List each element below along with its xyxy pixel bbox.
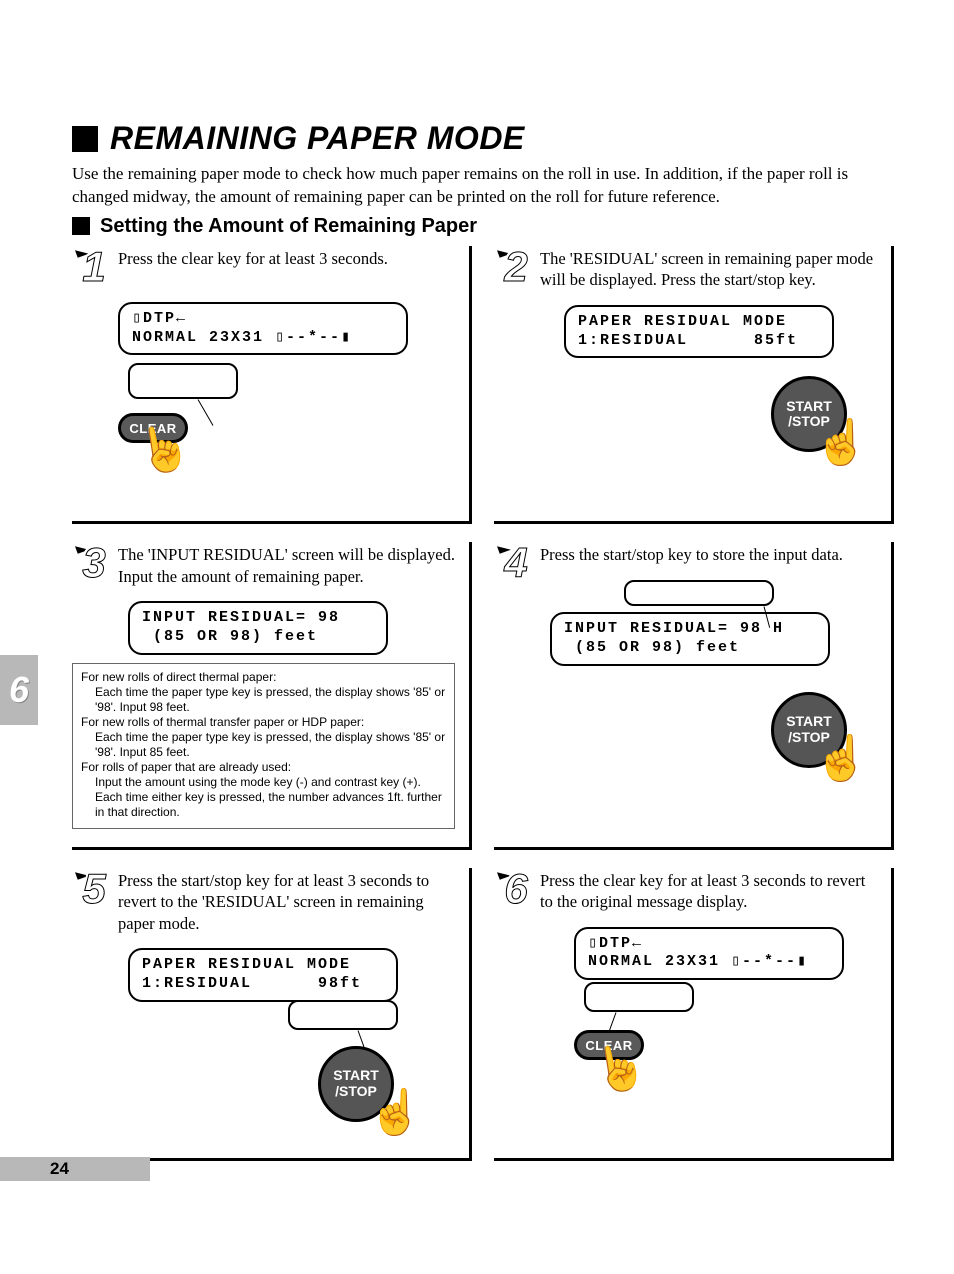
step-number: 5 (72, 868, 116, 910)
speech-bubble (288, 1000, 398, 1030)
lcd-display: INPUT RESIDUAL= 98 H (85 OR 98) feet (550, 612, 830, 666)
hand-pointer-icon: ☝ (588, 1038, 651, 1099)
title-square-icon (72, 126, 98, 152)
side-chapter-tab: 6 (0, 655, 38, 725)
title-row: REMAINING PAPER MODE (72, 120, 894, 157)
note-line: For rolls of paper that are already used… (81, 760, 446, 775)
hand-pointer-icon: ☝ (132, 419, 195, 480)
speech-bubble (624, 580, 774, 606)
step-text: Press the clear key for at least 3 secon… (540, 868, 877, 913)
hand-pointer-icon: ☝ (368, 1086, 423, 1138)
subtitle-square-icon (72, 217, 90, 235)
step-text: The 'INPUT RESIDUAL' screen will be disp… (118, 542, 455, 587)
step-card-5: 5 Press the start/stop key for at least … (72, 868, 472, 1161)
note-line: For new rolls of direct thermal paper: (81, 670, 446, 685)
note-box: For new rolls of direct thermal paper: E… (72, 663, 455, 829)
lcd-display: PAPER RESIDUAL MODE 1:RESIDUAL 85ft (564, 305, 834, 359)
lcd-display: INPUT RESIDUAL= 98 (85 OR 98) feet (128, 601, 388, 655)
step-card-1: 1 Press the clear key for at least 3 sec… (72, 246, 472, 525)
note-line: Each time the paper type key is pressed,… (81, 730, 446, 760)
speech-bubble (128, 363, 238, 399)
page-number-bar (0, 1157, 150, 1181)
page-number: 24 (50, 1159, 69, 1179)
speech-bubble (584, 982, 694, 1012)
step-text: Press the clear key for at least 3 secon… (118, 246, 388, 269)
step-number: 6 (494, 868, 538, 910)
step-text: Press the start/stop key for at least 3 … (118, 868, 455, 934)
step-number: 1 (72, 246, 116, 288)
page-title: REMAINING PAPER MODE (110, 120, 525, 157)
step-card-6: 6 Press the clear key for at least 3 sec… (494, 868, 894, 1161)
hand-pointer-icon: ☝ (814, 416, 869, 468)
step-text: Press the start/stop key to store the in… (540, 542, 843, 565)
step-card-4: 4 Press the start/stop key to store the … (494, 542, 894, 849)
step-number: 3 (72, 542, 116, 584)
lcd-display: PAPER RESIDUAL MODE 1:RESIDUAL 98ft (128, 948, 398, 1002)
hand-pointer-icon: ☝ (814, 732, 869, 784)
note-line: For new rolls of thermal transfer paper … (81, 715, 446, 730)
step-number: 2 (494, 246, 538, 288)
note-line: Each time the paper type key is pressed,… (81, 685, 446, 715)
step-card-2: 2 The 'RESIDUAL' screen in remaining pap… (494, 246, 894, 525)
note-line: Input the amount using the mode key (-) … (81, 775, 446, 820)
step-number: 4 (494, 542, 538, 584)
step-card-3: 3 The 'INPUT RESIDUAL' screen will be di… (72, 542, 472, 849)
intro-text: Use the remaining paper mode to check ho… (72, 163, 894, 209)
subtitle-row: Setting the Amount of Remaining Paper (72, 215, 894, 238)
subtitle: Setting the Amount of Remaining Paper (100, 215, 477, 238)
steps-grid: 1 Press the clear key for at least 3 sec… (72, 246, 894, 1161)
step-text: The 'RESIDUAL' screen in remaining paper… (540, 246, 877, 291)
lcd-display: ▯DTP← NORMAL 23X31 ▯--*--▮ (118, 302, 408, 356)
lcd-display: ▯DTP← NORMAL 23X31 ▯--*--▮ (574, 927, 844, 981)
callout-line (198, 400, 214, 426)
